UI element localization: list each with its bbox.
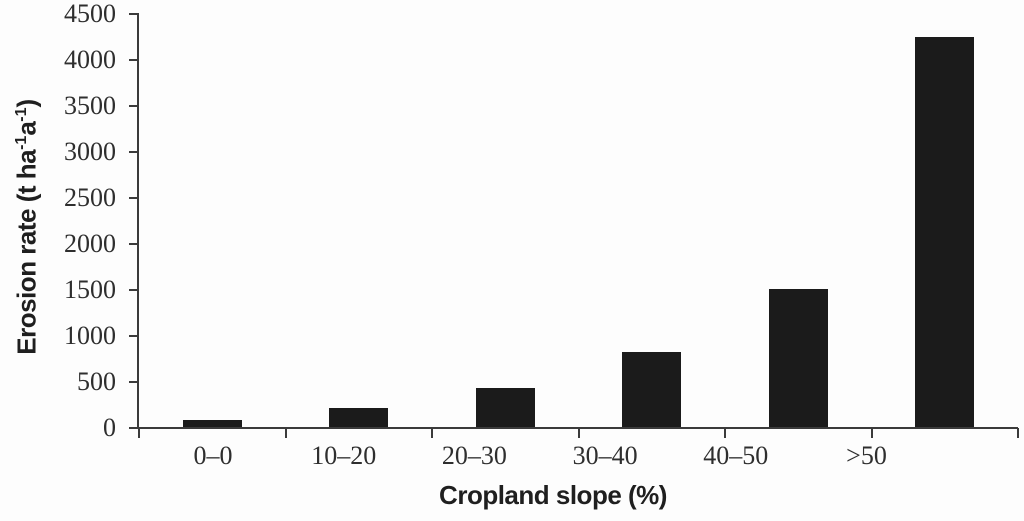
y-axis-tick: [129, 59, 138, 61]
x-tick-label: >50: [846, 441, 887, 470]
x-tick-label: 0–0: [193, 441, 233, 470]
bar-10–20: [329, 408, 389, 428]
x-axis-title: Cropland slope (%): [439, 480, 667, 510]
x-axis-tick: [138, 428, 140, 438]
bar-40–50: [768, 288, 828, 428]
y-axis-tick: [129, 289, 138, 291]
x-tick-label: 10–20: [311, 441, 377, 470]
x-tick-label: 20–30: [441, 441, 507, 470]
y-tick-label: 3500: [64, 91, 116, 120]
y-axis-line: [137, 13, 139, 429]
y-tick-label: 1000: [64, 321, 116, 350]
x-axis-tick: [431, 428, 433, 438]
y-axis-tick: [129, 381, 138, 383]
bar-30–40: [622, 352, 682, 428]
x-axis-tick: [870, 428, 873, 438]
x-axis-tick: [1017, 428, 1019, 438]
y-tick-label: 2000: [64, 229, 116, 258]
y-tick-label: 4500: [64, 0, 116, 28]
y-tick-label: 4000: [64, 45, 116, 74]
y-axis-tick: [129, 105, 138, 107]
x-axis-tick: [577, 428, 580, 438]
y-axis-tick: [129, 243, 138, 245]
bar-20–30: [475, 387, 535, 428]
x-tick-label: 40–50: [703, 441, 769, 470]
y-axis-tick: [129, 13, 138, 15]
y-tick-label: 0: [103, 413, 116, 442]
y-tick-label: 2500: [64, 183, 116, 212]
y-axis-tick: [129, 151, 138, 153]
y-axis-tick: [129, 427, 138, 429]
y-axis-tick: [129, 335, 138, 337]
bar-0–0: [182, 420, 242, 428]
x-axis-tick: [284, 428, 287, 438]
bar->50: [915, 36, 975, 428]
y-tick-label: 500: [77, 367, 116, 396]
x-tick-label: 30–40: [572, 441, 638, 470]
x-axis-tick: [724, 428, 726, 438]
y-tick-label: 3000: [64, 137, 116, 166]
y-tick-label: 1500: [64, 275, 116, 304]
y-axis-tick: [129, 197, 138, 199]
